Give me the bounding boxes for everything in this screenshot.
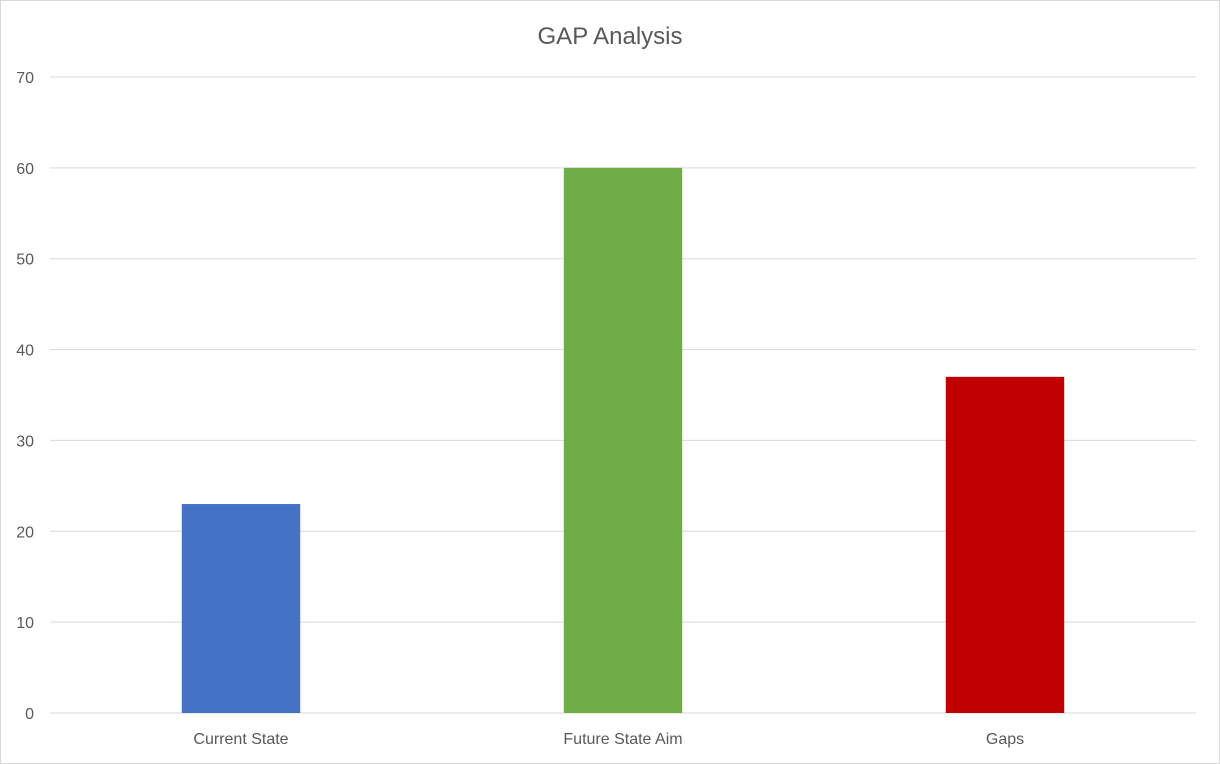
y-tick-label: 60 (16, 161, 34, 178)
bar-future-state-aim (563, 167, 683, 713)
y-tick-label: 50 (16, 252, 34, 269)
y-tick-label: 20 (16, 524, 34, 541)
y-axis-ticks: 0 10 20 30 40 50 60 70 (16, 70, 34, 723)
chart-title: GAP Analysis (538, 23, 683, 50)
y-tick-label: 40 (16, 343, 34, 360)
y-tick-label: 0 (25, 706, 34, 723)
y-tick-label: 30 (16, 433, 34, 450)
bar-current-state (181, 504, 301, 713)
bars (181, 167, 1065, 713)
bar-gaps (945, 376, 1065, 713)
x-axis-labels: Current State Future State Aim Gaps (193, 731, 1024, 748)
x-tick-label: Future State Aim (563, 731, 682, 748)
x-tick-label: Current State (193, 731, 288, 748)
y-tick-label: 10 (16, 615, 34, 632)
y-tick-label: 70 (16, 70, 34, 87)
x-tick-label: Gaps (986, 731, 1024, 748)
